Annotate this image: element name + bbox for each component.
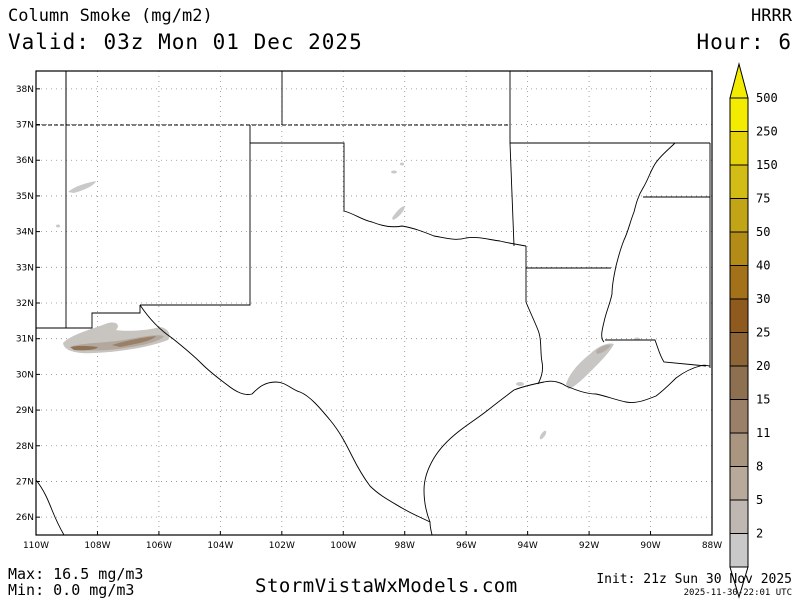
longitude-labels: 110W 108W 106W 104W 102W 100W 98W 96W 94W 92W 90W 8…: [23, 531, 722, 551]
border-nm-tx: [140, 143, 251, 306]
smoke-patch-texas-coast: [516, 382, 524, 386]
legend-label: 500: [756, 91, 778, 105]
lat-label: 28N: [16, 442, 34, 452]
model-name: HRRR: [751, 6, 792, 26]
legend-swatch: [729, 365, 749, 400]
lon-label: 102W: [269, 541, 295, 551]
legend-label: 11: [756, 426, 770, 440]
smoke-plume-new-mexico: [68, 181, 96, 193]
gulf-of-california-coast: [36, 479, 65, 535]
legend-swatch: [729, 131, 749, 166]
latitude-labels: 38N 37N 36N 35N 34N 33N 32N 31N 30N 29N 28N 27N 26N: [16, 85, 40, 523]
legend-label: 250: [756, 125, 778, 139]
legend-label: 150: [756, 158, 778, 172]
legend-swatch: [729, 164, 749, 199]
border-sabine-river: [525, 301, 543, 385]
lon-label: 92W: [579, 541, 599, 551]
max-value: Max: 16.5 mg/m3: [8, 565, 144, 583]
legend-swatch: [729, 231, 749, 266]
smoke-layer: [56, 162, 640, 440]
lon-label: 96W: [456, 541, 476, 551]
smoke-patch-oklahoma-2: [400, 162, 404, 166]
legend-arrow-top: [729, 62, 749, 99]
legend-label: 15: [756, 393, 770, 407]
min-value: Min: 0.0 mg/m3: [8, 581, 135, 599]
lat-label: 34N: [16, 228, 34, 238]
border-red-river: [343, 210, 527, 247]
legend-label: 25: [756, 326, 770, 340]
lat-label: 36N: [16, 156, 34, 166]
lon-label: 110W: [23, 541, 49, 551]
legend-label: 2: [756, 527, 763, 541]
smoke-patch-gulf: [539, 430, 547, 440]
smoke-plume-north-texas: [392, 206, 405, 220]
legend-swatch: [729, 298, 749, 333]
lat-label: 35N: [16, 192, 34, 202]
texas-coastline: [423, 380, 567, 523]
legend-arrow-bottom: [729, 566, 749, 599]
state-boundaries: [36, 71, 711, 535]
rio-grande: [139, 304, 433, 535]
forecast-hour: Hour: 6: [696, 30, 792, 54]
louisiana-coastline: [565, 364, 711, 403]
product-title: Column Smoke (mg/m2): [8, 6, 213, 26]
init-time: Init: 21z Sun 30 Nov 2025: [596, 572, 792, 587]
generated-stamp: 2025-11-30-22:01 UTC: [683, 588, 792, 598]
lat-label: 38N: [16, 85, 34, 95]
lon-label: 106W: [146, 541, 172, 551]
lon-label: 108W: [84, 541, 110, 551]
lat-label: 33N: [16, 263, 34, 273]
lat-label: 29N: [16, 406, 34, 416]
legend-swatch: [729, 466, 749, 501]
brand-text: StormVistaWxModels.com: [255, 575, 518, 597]
smoke-patch-arizona: [56, 224, 60, 228]
valid-time: Valid: 03z Mon 01 Dec 2025: [8, 30, 363, 54]
lon-label: 88W: [702, 541, 722, 551]
smoke-patch-oklahoma: [391, 170, 397, 174]
lat-label: 27N: [16, 477, 34, 487]
lat-label: 30N: [16, 370, 34, 380]
lon-label: 90W: [640, 541, 660, 551]
lat-label: 26N: [16, 513, 34, 523]
legend-swatch: [729, 97, 749, 132]
border-nm-mexico: [36, 305, 141, 329]
legend-swatch: [729, 499, 749, 534]
legend-label: 75: [756, 192, 770, 206]
legend-label: 5: [756, 493, 763, 507]
border-tx-panhandle: [250, 142, 345, 211]
smoke-plume-west-texas-dense-2: [112, 336, 156, 347]
legend-label: 30: [756, 292, 770, 306]
legend-label: 50: [756, 225, 770, 239]
mississippi-river: [601, 142, 676, 343]
legend-swatch: [729, 533, 749, 568]
legend-label: 20: [756, 359, 770, 373]
legend-label: 40: [756, 259, 770, 273]
lon-label: 104W: [207, 541, 233, 551]
legend-swatch: [729, 399, 749, 434]
lat-label: 31N: [16, 335, 34, 345]
smoke-plume-west-texas-dense: [70, 345, 98, 351]
legend-label: 8: [756, 460, 763, 474]
smoke-plume-louisiana-core: [596, 344, 611, 354]
map-background: [36, 71, 712, 535]
lon-label: 98W: [395, 541, 415, 551]
border-la-ms: [605, 339, 707, 367]
lon-label: 94W: [517, 541, 537, 551]
lat-label: 32N: [16, 299, 34, 309]
legend-swatch: [729, 265, 749, 300]
legend-swatch: [729, 332, 749, 367]
smoke-plume-louisiana: [566, 343, 614, 389]
lat-label: 37N: [16, 121, 34, 131]
legend-swatch: [729, 198, 749, 233]
lon-label: 100W: [330, 541, 356, 551]
legend-swatch: [729, 432, 749, 467]
color-legend: 500 250 150 75 50 40 30 25 20 15 11 8 5 2: [729, 62, 778, 599]
